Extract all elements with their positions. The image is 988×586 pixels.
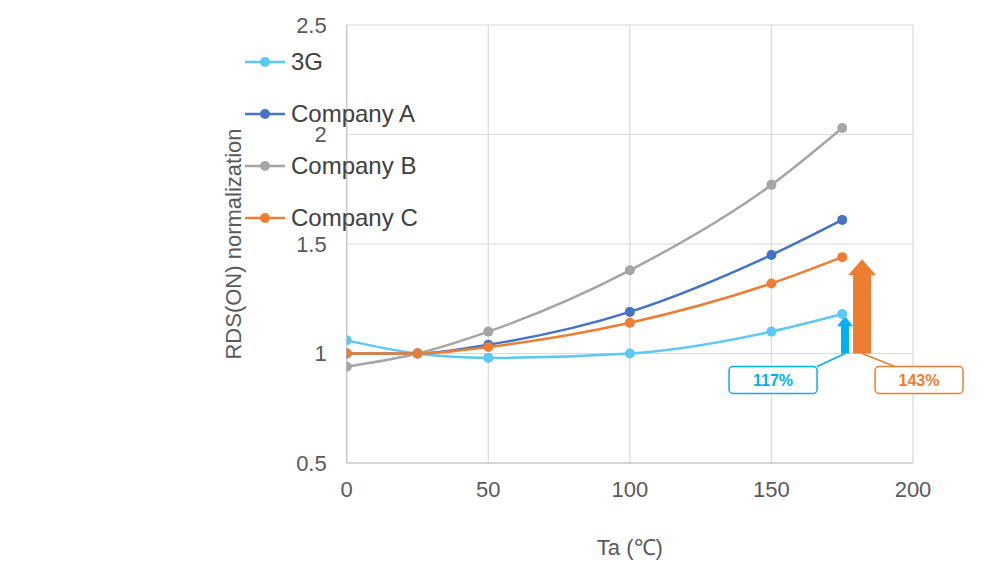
svg-text:0.5: 0.5 — [296, 451, 327, 476]
svg-text:1.5: 1.5 — [296, 232, 327, 257]
svg-text:100: 100 — [612, 477, 649, 502]
svg-text:117%: 117% — [753, 372, 793, 389]
svg-text:150: 150 — [753, 477, 790, 502]
html-text:Company C: Company C — [291, 204, 418, 231]
svg-text:2: 2 — [314, 122, 326, 147]
svg-text:143%: 143% — [899, 372, 940, 389]
html-text:Company B: Company B — [291, 152, 417, 179]
svg-text:RDS(ON) normalization: RDS(ON) normalization — [221, 128, 246, 359]
svg-text:2.5: 2.5 — [296, 13, 327, 38]
svg-text:50: 50 — [476, 477, 500, 502]
html-text:Company A: Company A — [291, 100, 416, 127]
svg-text:1: 1 — [314, 341, 326, 366]
svg-text:0: 0 — [341, 477, 353, 502]
html-text:3G: 3G — [291, 48, 323, 75]
svg-text:Ta (℃): Ta (℃) — [597, 535, 663, 560]
svg-text:200: 200 — [895, 477, 932, 502]
